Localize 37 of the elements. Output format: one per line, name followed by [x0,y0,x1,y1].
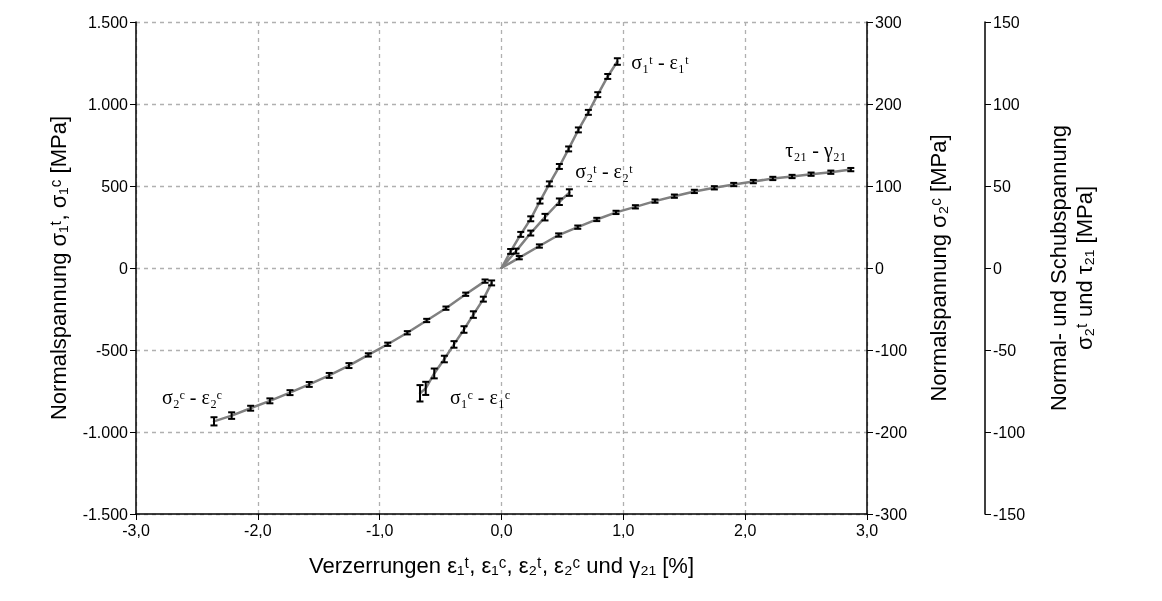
series-label: σ₁ᶜ - ε₁ᶜ [449,386,511,409]
y2-tick-label: -300 [875,505,908,523]
x-tick-label: -1,0 [365,521,394,539]
y2-tick-label: -100 [875,341,908,359]
y2-axis-title: Normalspannung σ₂ᶜ [MPa] [925,134,951,402]
y3-tick-label: -50 [993,341,1017,359]
y-tick-label: 500 [101,177,129,195]
y3-tick-label: -150 [993,505,1026,523]
x-tick-label: -2,0 [244,521,272,539]
y2-tick-label: 200 [875,95,902,113]
y-tick-label: -1.500 [82,505,129,523]
x-tick-label: 1,0 [612,521,635,539]
y-tick-label: 0 [119,259,129,277]
y-tick-label: -500 [95,341,129,359]
x-tick-label: 2,0 [734,521,757,539]
y3-axis-title: Normal- und Schubspannung σ₂ᵗ und τ₂₁ [MPa] [1045,124,1097,412]
series-label: σ₂ᵗ - ε₂ᵗ [575,159,633,182]
y-tick-label: 1.000 [87,95,129,113]
y2-tick-label: 0 [875,259,884,277]
series-label: τ₂₁ - γ₂₁ [785,138,847,162]
y3-tick-label: 0 [993,259,1002,277]
x-tick-label: 3,0 [855,521,879,539]
y3-tick-label: 100 [993,95,1020,113]
y2-tick-label: 300 [875,13,902,31]
y3-tick-label: -100 [993,423,1026,441]
y-tick-label: -1.000 [82,423,129,441]
series-label: σ₂ᶜ - ε₂ᶜ [161,386,222,409]
x-tick-label: 0,0 [490,521,513,539]
y3-tick-label: 150 [993,13,1020,31]
x-tick-label: -3,0 [122,521,150,539]
y3-tick-label: 50 [993,177,1011,195]
x-axis-title: Verzerrungen ε₁ᵗ, ε₁ᶜ, ε₂ᵗ, ε₂ᶜ und γ₂₁ [%] [308,552,695,578]
y-axis-title: Normalspannung σ₁ᵗ, σ₁ᶜ [MPa] [46,115,72,421]
y2-tick-label: -200 [875,423,908,441]
y-tick-label: 1.500 [87,13,129,31]
series-label: σ₁ᵗ - ε₁ᵗ [631,50,689,73]
y2-tick-label: 100 [875,177,902,195]
